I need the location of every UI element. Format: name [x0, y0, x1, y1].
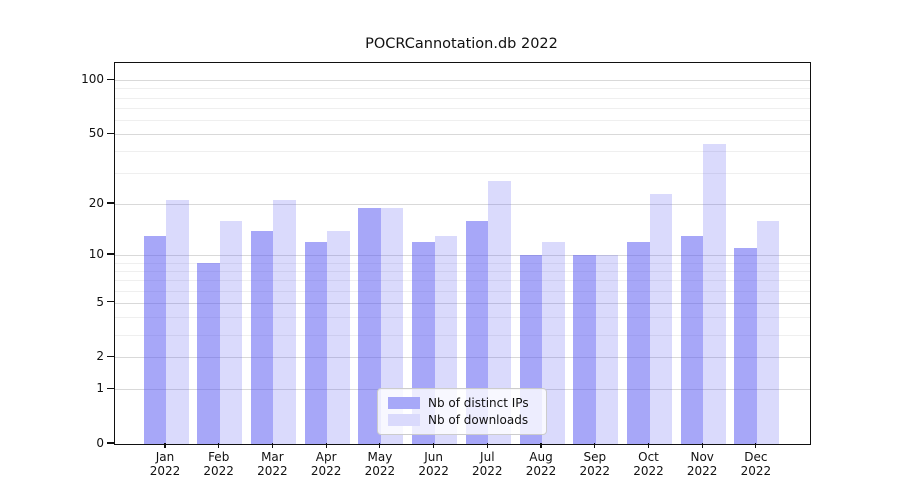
bar-distinct-ips-mar	[250, 230, 274, 444]
x-tick-mark	[486, 443, 488, 448]
y-tick-label: 10	[88, 247, 104, 261]
minor-gridline	[115, 262, 810, 264]
major-gridline	[115, 80, 810, 82]
y-tick-label: 20	[88, 196, 104, 210]
x-tick-label-nov: Nov 2022	[686, 450, 718, 478]
major-gridline	[115, 134, 810, 136]
bar-downloads-oct	[649, 193, 672, 444]
x-tick-mark	[271, 443, 273, 448]
x-tick-label-apr: Apr 2022	[310, 450, 342, 478]
x-tick-label-jan: Jan 2022	[149, 450, 181, 478]
x-tick-mark	[594, 443, 596, 448]
bar-distinct-ips-sep	[573, 255, 596, 444]
chart-title: POCRCannotation.db 2022	[365, 36, 558, 52]
x-tick-label-jul: Jul 2022	[472, 450, 503, 478]
minor-gridline	[115, 97, 810, 99]
y-tick-mark	[107, 355, 114, 357]
x-tick-label-oct: Oct 2022	[633, 450, 664, 478]
x-tick-label-may: May 2022	[364, 450, 396, 478]
bar-distinct-ips-dec	[734, 248, 757, 444]
minor-gridline	[115, 151, 810, 153]
x-tick-label-jun: Jun 2022	[418, 450, 449, 478]
y-tick-mark	[107, 78, 114, 80]
major-gridline	[115, 204, 810, 205]
major-gridline	[115, 357, 810, 359]
bar-downloads-mar	[273, 200, 296, 444]
legend-swatch-distinct-ips-icon	[388, 397, 420, 409]
bar-distinct-ips-jan	[143, 236, 166, 444]
y-tick-mark	[107, 442, 114, 444]
bar-downloads-apr	[327, 230, 350, 444]
bar-downloads-nov	[703, 143, 726, 444]
minor-gridline	[115, 280, 810, 282]
x-tick-mark	[433, 443, 435, 448]
minor-gridline	[115, 290, 810, 292]
bar-distinct-ips-feb	[197, 262, 220, 444]
y-tick-mark	[107, 253, 114, 255]
x-tick-mark	[755, 443, 757, 448]
bar-distinct-ips-oct	[627, 241, 650, 444]
y-tick-mark	[107, 132, 114, 134]
bar-downloads-jul	[488, 181, 511, 444]
major-gridline	[115, 302, 810, 304]
x-tick-label-aug: Aug 2022	[525, 450, 557, 478]
y-tick-mark	[107, 301, 114, 303]
bar-downloads-may	[380, 207, 404, 444]
x-tick-mark	[218, 443, 220, 448]
bar-downloads-jan	[166, 200, 189, 444]
x-tick-mark	[325, 443, 327, 448]
y-tick-mark	[107, 387, 114, 389]
x-tick-mark	[701, 443, 703, 448]
x-tick-mark	[379, 443, 381, 448]
minor-gridline	[115, 108, 810, 109]
bar-downloads-sep	[595, 255, 619, 444]
legend-row-downloads: Nb of downloads	[386, 413, 538, 427]
bar-downloads-aug	[542, 241, 565, 444]
y-tick-label: 5	[96, 294, 104, 309]
y-tick-label: 0	[96, 436, 104, 450]
legend-label-downloads: Nb of downloads	[428, 413, 529, 427]
x-tick-mark	[164, 443, 166, 448]
plot-area	[114, 62, 811, 445]
minor-gridline	[115, 317, 810, 319]
bar-downloads-feb	[219, 220, 243, 444]
major-gridline	[115, 255, 810, 256]
minor-gridline	[115, 334, 810, 336]
y-tick-label: 50	[88, 126, 104, 141]
x-tick-mark	[647, 443, 650, 448]
minor-gridline	[115, 270, 810, 272]
legend-label-distinct-ips: Nb of distinct IPs	[428, 396, 529, 410]
x-tick-mark	[540, 443, 542, 448]
legend-swatch-downloads-icon	[388, 414, 420, 426]
bar-distinct-ips-may	[358, 207, 381, 444]
bar-distinct-ips-nov	[680, 236, 704, 444]
x-tick-label-feb: Feb 2022	[203, 450, 234, 478]
minor-gridline	[115, 120, 810, 121]
y-tick-label: 2	[96, 349, 104, 364]
minor-gridline	[115, 88, 810, 90]
minor-gridline	[115, 173, 810, 175]
legend-row-distinct-ips: Nb of distinct IPs	[386, 396, 538, 410]
y-tick-label: 1	[96, 381, 104, 396]
y-tick-label: 100	[81, 72, 104, 87]
bar-downloads-dec	[756, 220, 780, 444]
y-tick-mark	[107, 202, 114, 204]
legend: Nb of distinct IPs Nb of downloads	[377, 388, 547, 435]
bar-distinct-ips-apr	[304, 241, 328, 444]
x-tick-label-mar: Mar 2022	[257, 450, 288, 478]
x-tick-label-sep: Sep 2022	[579, 450, 611, 478]
x-tick-label-dec: Dec 2022	[740, 450, 772, 478]
